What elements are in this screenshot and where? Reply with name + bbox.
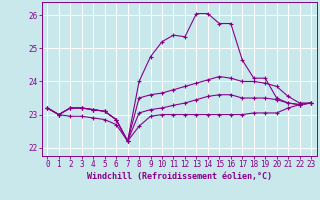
X-axis label: Windchill (Refroidissement éolien,°C): Windchill (Refroidissement éolien,°C) — [87, 172, 272, 181]
